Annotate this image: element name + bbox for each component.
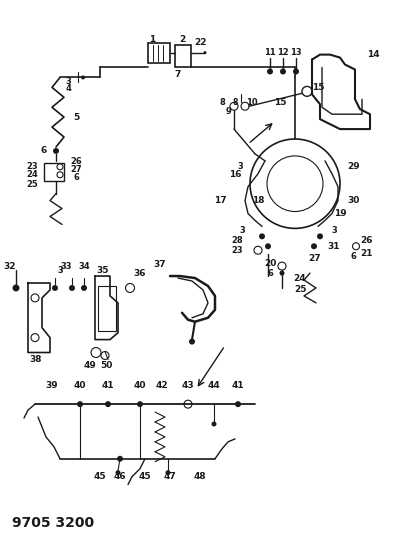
Text: 49: 49 (83, 361, 96, 370)
Text: 43: 43 (182, 381, 194, 390)
Text: 18: 18 (252, 196, 264, 205)
Text: 27: 27 (70, 165, 82, 174)
Circle shape (81, 285, 87, 291)
Text: 45: 45 (139, 472, 151, 481)
Text: 31: 31 (328, 242, 340, 251)
Text: 3: 3 (239, 226, 245, 235)
Text: 40: 40 (74, 381, 86, 390)
Text: 46: 46 (114, 472, 126, 481)
Circle shape (293, 69, 299, 75)
Text: 2: 2 (179, 35, 185, 44)
Text: 45: 45 (94, 472, 106, 481)
Text: 36: 36 (134, 269, 146, 278)
Text: 23: 23 (231, 246, 243, 255)
Text: 28: 28 (231, 236, 243, 245)
Text: 29: 29 (348, 163, 360, 171)
Circle shape (137, 401, 143, 407)
Text: 42: 42 (156, 381, 169, 390)
Text: 8: 8 (232, 98, 238, 107)
Circle shape (77, 401, 83, 407)
Text: 3: 3 (57, 265, 63, 274)
Text: 34: 34 (78, 262, 90, 271)
Text: 17: 17 (214, 196, 226, 205)
Text: 25: 25 (26, 180, 38, 189)
Text: 5: 5 (73, 112, 79, 122)
Text: 6: 6 (73, 173, 79, 182)
Circle shape (12, 285, 19, 292)
Circle shape (265, 243, 271, 249)
Text: 10: 10 (246, 98, 258, 107)
Text: 40: 40 (134, 381, 146, 390)
Text: 26: 26 (70, 157, 82, 166)
Text: 3: 3 (331, 226, 337, 235)
Text: 6: 6 (350, 252, 356, 261)
Text: 11: 11 (264, 48, 276, 57)
Text: 6: 6 (267, 269, 273, 278)
Text: 50: 50 (100, 361, 112, 370)
Text: 3: 3 (65, 77, 71, 86)
Text: 4: 4 (65, 84, 71, 93)
Text: 35: 35 (97, 265, 109, 274)
Text: 37: 37 (154, 260, 166, 269)
Text: 6: 6 (41, 147, 47, 156)
Text: 13: 13 (290, 48, 302, 57)
Text: 47: 47 (164, 472, 176, 481)
Text: 9: 9 (225, 107, 231, 116)
Text: 41: 41 (232, 381, 244, 390)
Text: 25: 25 (294, 286, 306, 294)
Text: 23: 23 (26, 163, 38, 171)
Text: 21: 21 (360, 249, 372, 258)
Text: 41: 41 (102, 381, 114, 390)
Circle shape (115, 470, 120, 475)
Text: 26: 26 (360, 236, 372, 245)
Text: 14: 14 (367, 50, 379, 59)
Text: 12: 12 (277, 48, 289, 57)
Circle shape (105, 401, 111, 407)
Circle shape (235, 401, 241, 407)
Circle shape (203, 51, 206, 54)
Circle shape (117, 456, 123, 462)
Text: 7: 7 (175, 70, 181, 79)
Circle shape (212, 422, 217, 426)
Circle shape (81, 76, 85, 79)
Text: 9705 3200: 9705 3200 (12, 516, 95, 530)
Circle shape (53, 148, 59, 154)
Text: 33: 33 (60, 262, 72, 271)
Circle shape (166, 470, 171, 475)
Text: 8: 8 (219, 98, 225, 107)
Text: 38: 38 (30, 355, 42, 364)
Text: 27: 27 (309, 254, 321, 263)
Text: 20: 20 (264, 259, 276, 268)
Text: 24: 24 (26, 170, 38, 179)
Circle shape (311, 243, 317, 249)
Bar (98, 286, 116, 330)
Text: 24: 24 (294, 273, 306, 282)
Bar (175, 45, 191, 67)
Circle shape (267, 69, 273, 75)
Text: 39: 39 (46, 381, 58, 390)
Circle shape (280, 69, 286, 75)
Circle shape (52, 285, 58, 291)
Bar (44, 163, 64, 181)
Bar (148, 43, 170, 62)
Circle shape (279, 271, 284, 276)
Text: 32: 32 (4, 262, 16, 271)
Text: 44: 44 (208, 381, 220, 390)
Circle shape (317, 233, 323, 239)
Text: 22: 22 (194, 38, 206, 47)
Text: 30: 30 (348, 196, 360, 205)
Circle shape (189, 338, 195, 344)
Text: 1: 1 (149, 35, 155, 44)
Text: 48: 48 (194, 472, 206, 481)
Text: 19: 19 (334, 209, 346, 218)
Circle shape (69, 285, 75, 291)
Text: 15: 15 (274, 98, 286, 107)
Text: 16: 16 (229, 170, 241, 179)
Text: 15: 15 (312, 83, 324, 92)
Circle shape (259, 233, 265, 239)
Text: 3: 3 (237, 163, 243, 171)
